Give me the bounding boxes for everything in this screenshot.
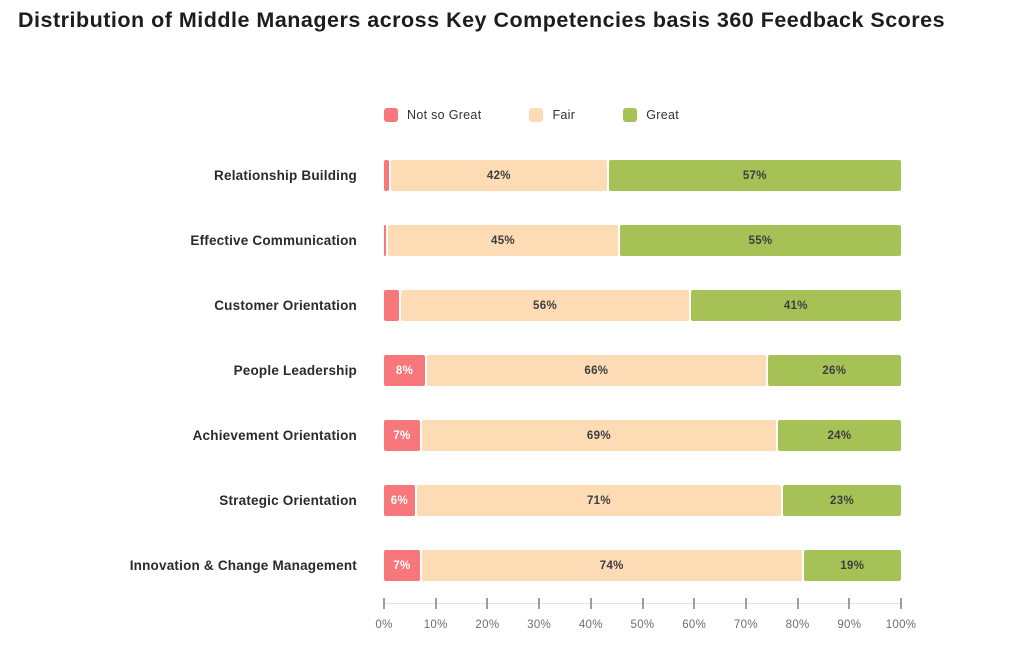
bar-track: 6% 71% 23%	[384, 485, 901, 516]
bar-segment-not-so-great: 8%	[384, 355, 426, 386]
x-axis-tick	[796, 598, 799, 609]
bar-segment-fair: 66%	[427, 355, 766, 386]
bar-row-innovation-and-change-management: Innovation & Change Management 7% 74% 19%	[0, 550, 1024, 581]
bar-row-strategic-orientation: Strategic Orientation 6% 71% 23%	[0, 485, 1024, 516]
bar-value-label: 24%	[827, 429, 852, 442]
bar-value-label: 45%	[491, 234, 515, 247]
legend-label: Great	[646, 108, 679, 122]
bar-segment-not-so-great: 1%	[384, 160, 415, 191]
bar-segment-fair: 74%	[421, 550, 802, 581]
category-label: Achievement Orientation	[192, 428, 357, 443]
legend-item-fair: Fair	[529, 108, 575, 122]
legend-item-not-so-great: Not so Great	[384, 108, 481, 122]
bar-track: 7% 74% 19%	[384, 550, 901, 581]
bar-segment-great: 23%	[783, 485, 901, 516]
x-axis-tick	[434, 598, 437, 609]
x-axis-tick-label: 50%	[630, 619, 655, 631]
x-axis-tick	[486, 598, 489, 609]
chart-title: Distribution of Middle Managers across K…	[18, 8, 946, 32]
x-axis-tick-label: 90%	[837, 619, 862, 631]
x-axis-tick	[693, 598, 696, 609]
category-label: Innovation & Change Management	[129, 558, 357, 573]
bar-value-label: 56%	[533, 299, 557, 312]
legend-swatch-fair	[529, 108, 544, 122]
category-label: Strategic Orientation	[219, 493, 357, 508]
category-label: Effective Communication	[190, 233, 357, 248]
bar-value-label: 41%	[783, 299, 808, 312]
bar-segment-great: 41%	[690, 290, 901, 321]
x-axis-tick-label: 70%	[733, 619, 758, 631]
bar-segment-great: 24%	[777, 420, 901, 451]
category-label: Customer Orientation	[214, 298, 357, 313]
bar-segment-fair: 71%	[416, 485, 782, 516]
bar-segment-not-so-great	[384, 225, 386, 256]
x-axis-tick	[383, 598, 385, 609]
legend-swatch-not-so-great	[384, 108, 398, 122]
bar-value-label: 42%	[486, 169, 511, 182]
bar-segment-great: 26%	[767, 355, 902, 386]
x-axis-tick-label: 40%	[578, 619, 603, 631]
bar-value-label: 57%	[742, 169, 767, 182]
x-axis-tick	[538, 598, 541, 609]
bar-row-people-leadership: People Leadership 8% 66% 26%	[0, 355, 1024, 386]
bar-value-label: 23%	[830, 494, 854, 507]
bar-row-achievement-orientation: Achievement Orientation 7% 69% 24%	[0, 420, 1024, 451]
bar-value-label: 6%	[390, 494, 408, 507]
bar-value-label: 7%	[393, 559, 411, 572]
bar-row-relationship-building: Relationship Building 1% 42% 57%	[0, 160, 1024, 191]
bar-track: 8% 66% 26%	[384, 355, 902, 386]
x-axis-tick	[848, 598, 851, 609]
bar-value-label: 71%	[586, 494, 611, 507]
bar-row-customer-orientation: Customer Orientation 3% 56% 41%	[0, 290, 1024, 321]
bar-track: 1% 42% 57%	[384, 160, 901, 191]
bar-value-label: 19%	[840, 559, 865, 572]
category-label: Relationship Building	[214, 168, 357, 183]
x-axis: 0% 10% 20% 30% 40% 50% 60% 70% 80% 90% 100%	[375, 598, 916, 638]
bar-value-label: 7%	[393, 429, 411, 442]
legend-label: Fair	[552, 108, 576, 122]
bar-value-label: 66%	[584, 364, 609, 377]
legend-item-great: Great	[623, 108, 679, 122]
bar-track: 3% 56% 41%	[384, 290, 901, 321]
bar-segment-great: 19%	[803, 550, 901, 581]
x-axis-tick	[744, 598, 747, 609]
bar-value-label: 55%	[748, 234, 773, 247]
bar-segment-fair: 56%	[401, 290, 689, 321]
x-axis-tick-label: 80%	[785, 619, 810, 631]
x-axis-tick	[589, 598, 592, 609]
bar-segment-not-so-great: 7%	[384, 420, 420, 451]
x-axis-tick-label: 60%	[682, 619, 707, 631]
legend: Not so Great Fair Great	[384, 108, 679, 122]
x-axis-tick-label: 100%	[885, 619, 917, 631]
bar-row-effective-communication: Effective Communication 45% 55%	[0, 225, 1024, 256]
bar-segment-great: 55%	[619, 225, 901, 256]
bar-value-label: 69%	[586, 429, 611, 442]
bar-segment-not-so-great: 7%	[384, 550, 420, 581]
legend-label: Not so Great	[407, 108, 482, 122]
bar-track: 7% 69% 24%	[384, 420, 901, 451]
category-label: People Leadership	[233, 363, 357, 378]
bar-segment-not-so-great: 6%	[384, 485, 415, 516]
bar-segment-not-so-great: 3%	[384, 290, 425, 321]
bar-segment-fair: 69%	[421, 420, 776, 451]
x-axis-tick-label: 20%	[475, 619, 500, 631]
x-axis-tick	[900, 598, 902, 609]
bar-segment-fair: 42%	[391, 160, 607, 191]
legend-swatch-great	[623, 108, 638, 122]
x-axis-tick-label: 0%	[375, 619, 393, 631]
bar-segment-great: 57%	[608, 160, 901, 191]
bar-value-label: 74%	[599, 559, 624, 572]
bar-value-label: 26%	[822, 364, 847, 377]
bar-track: 45% 55%	[384, 225, 901, 256]
x-axis-tick-label: 30%	[527, 619, 552, 631]
bar-segment-fair: 45%	[387, 225, 618, 256]
x-axis-tick	[641, 598, 644, 609]
bar-value-label: 8%	[395, 364, 414, 377]
x-axis-tick-label: 10%	[423, 619, 448, 631]
